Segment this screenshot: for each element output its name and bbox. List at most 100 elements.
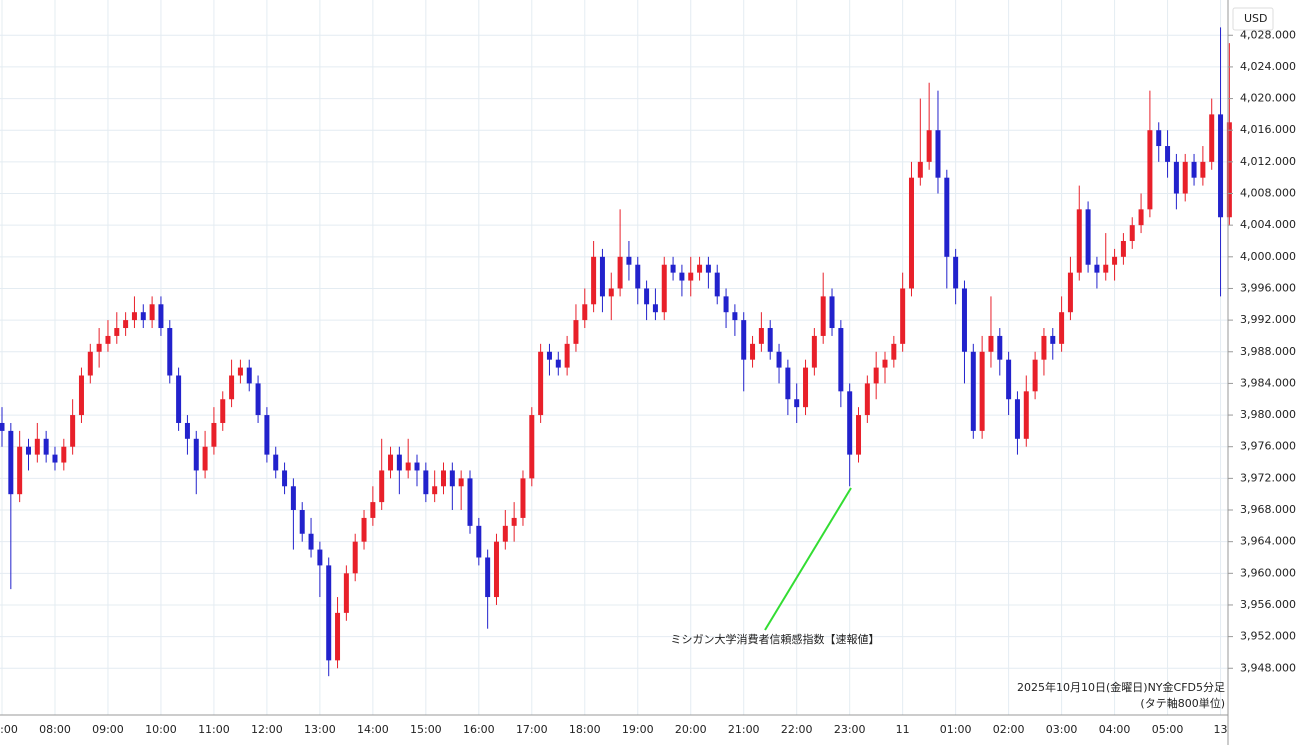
- candle-body: [723, 296, 729, 313]
- x-tick-label: 05:00: [1152, 723, 1184, 736]
- y-tick-label: 3,956.000: [1240, 598, 1296, 611]
- candle-body: [432, 486, 438, 495]
- candle-body: [1218, 114, 1224, 218]
- candle-body: [25, 446, 31, 455]
- candle-body: [388, 454, 394, 471]
- candle-body: [1112, 256, 1118, 265]
- candle-body: [908, 177, 914, 289]
- y-tick-label: 3,996.000: [1240, 281, 1296, 294]
- x-tick-label: 08:00: [39, 723, 71, 736]
- candle-body: [573, 320, 579, 344]
- x-tick-label: 13: [1214, 723, 1228, 736]
- candle-body: [202, 446, 208, 471]
- candle-body: [679, 272, 685, 281]
- candle-body: [820, 296, 826, 336]
- candle-body: [237, 367, 243, 376]
- candle-body: [299, 510, 305, 534]
- candle-body: [864, 383, 870, 416]
- candle-body: [405, 462, 411, 471]
- candle-body: [264, 415, 270, 455]
- candle-body: [131, 312, 137, 321]
- candle-body: [467, 478, 473, 526]
- candle-body: [873, 367, 879, 384]
- y-tick-label: 3,972.000: [1240, 471, 1296, 484]
- candle-body: [1173, 161, 1179, 194]
- x-tick-label: 15:00: [410, 723, 442, 736]
- candle-body: [1138, 209, 1144, 226]
- candle-body: [361, 517, 367, 542]
- candle-body: [935, 130, 941, 178]
- candle-body: [17, 446, 23, 495]
- candle-body: [176, 375, 182, 423]
- y-tick-label: 3,964.000: [1240, 535, 1296, 548]
- candle-body: [891, 343, 897, 360]
- candle-body: [714, 272, 720, 297]
- chart-note: 2025年10月10日(金曜日)NY金CFD5分足: [1017, 680, 1225, 694]
- candle-body: [87, 351, 93, 376]
- candle-body: [635, 264, 641, 289]
- candle-body: [944, 177, 950, 257]
- candle-body: [997, 335, 1003, 360]
- x-tick-label: 20:00: [675, 723, 707, 736]
- y-tick-label: 3,968.000: [1240, 503, 1296, 516]
- x-tick-label: 21:00: [728, 723, 760, 736]
- annotation: ミシガン大学消費者信頼感指数【速報値】: [671, 632, 880, 646]
- candle-body: [370, 502, 376, 518]
- candle-body: [423, 470, 429, 495]
- chart-note-sub: (タテ軸800単位): [1140, 696, 1225, 710]
- candle-body: [1085, 209, 1091, 265]
- x-tick-label: 02:00: [993, 723, 1025, 736]
- candle-body: [352, 541, 358, 574]
- candle-body: [476, 525, 482, 558]
- candle-body: [750, 343, 756, 360]
- candle-body: [441, 470, 446, 487]
- candle-body: [273, 454, 279, 471]
- x-tick-label: 10:00: [145, 723, 177, 736]
- candle-body: [220, 399, 226, 423]
- candle-body: [979, 351, 985, 431]
- candle-body: [1191, 161, 1197, 178]
- candle-body: [114, 328, 120, 336]
- candle-body: [520, 478, 526, 518]
- candle-body: [741, 320, 747, 360]
- y-tick-label: 3,948.000: [1240, 661, 1296, 674]
- candle-body: [785, 367, 791, 400]
- candle-body: [988, 335, 994, 352]
- candle-body: [449, 470, 455, 487]
- candle-body: [617, 256, 623, 289]
- candle-body: [529, 415, 535, 479]
- candle-body: [1006, 359, 1012, 400]
- candle-body: [767, 328, 773, 352]
- candle-body: [379, 470, 385, 503]
- candle-body: [1094, 264, 1100, 273]
- candle-body: [193, 438, 199, 471]
- candle-body: [1120, 240, 1126, 257]
- x-tick-label: 17:00: [516, 723, 548, 736]
- candle-body: [149, 304, 155, 321]
- candle-body: [34, 438, 40, 455]
- candle-body: [52, 454, 58, 463]
- candle-body: [184, 422, 190, 439]
- candle-body: [1050, 335, 1056, 344]
- candle-body: [458, 478, 464, 487]
- candle-body: [335, 612, 341, 661]
- candle-body: [1067, 272, 1073, 313]
- x-tick-label: 01:00: [940, 723, 972, 736]
- candle-body: [105, 335, 111, 344]
- candle-body: [317, 549, 323, 566]
- candle-body: [414, 462, 420, 471]
- y-tick-label: 3,976.000: [1240, 440, 1296, 453]
- y-tick-label: 4,012.000: [1240, 155, 1296, 168]
- candle-body: [776, 351, 782, 368]
- x-tick-label: 23:00: [834, 723, 866, 736]
- candle-body: [838, 328, 844, 392]
- candle-body: [705, 264, 711, 273]
- candle-body: [661, 264, 667, 313]
- candle-body: [158, 304, 164, 329]
- candle-body: [61, 446, 67, 463]
- x-tick-label: 16:00: [463, 723, 495, 736]
- candle-body: [1014, 399, 1020, 439]
- candle-body: [1041, 335, 1047, 360]
